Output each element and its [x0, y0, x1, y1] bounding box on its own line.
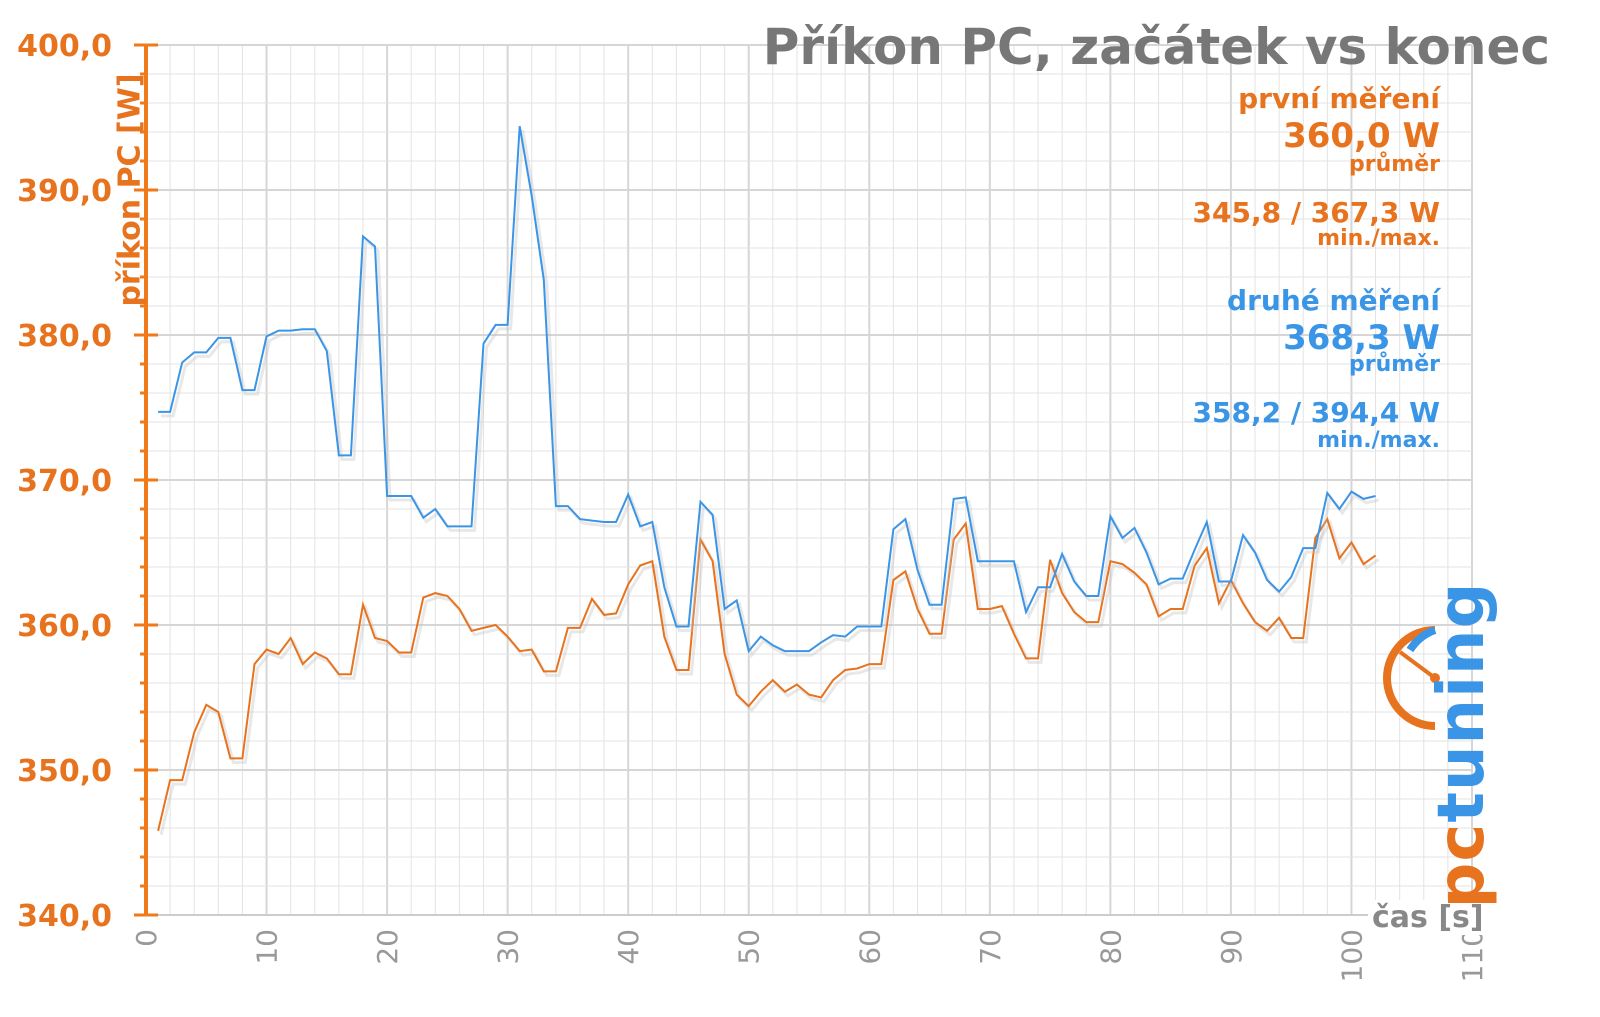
- y-tick-label: 390,0: [17, 174, 112, 209]
- y-tick-labels: 340,0 350,0 360,0 370,0 380,0 390,0 400,0: [17, 29, 112, 934]
- grid: [146, 44, 1473, 915]
- x-tick-label: 90: [1215, 929, 1248, 965]
- second-range-value: 358,2 / 394,4 W: [1192, 396, 1441, 429]
- y-tick-label: 350,0: [17, 754, 112, 789]
- y-axis-label: příkon PC [W]: [112, 73, 148, 307]
- x-tick-label: 80: [1094, 929, 1127, 965]
- axes: [134, 43, 1472, 917]
- x-tick-label: 60: [853, 929, 886, 965]
- first-range-label: min./max.: [1317, 226, 1440, 251]
- series-lines: [157, 126, 1380, 836]
- first-measurement-label: první měření: [1238, 82, 1440, 115]
- gauge-icon: [1383, 626, 1440, 730]
- second-average-value: 368,3 W: [1283, 318, 1440, 358]
- x-tick-label: 70: [974, 929, 1007, 965]
- logo-text: pctuning: [1425, 582, 1499, 909]
- first-average-value: 360,0 W: [1283, 116, 1440, 156]
- x-axis-label: čas [s]: [1368, 900, 1488, 935]
- y-tick-label: 340,0: [17, 899, 112, 934]
- first-range-value: 345,8 / 367,3 W: [1192, 196, 1441, 229]
- x-tick-label: 30: [492, 929, 525, 965]
- first-average-label: průměr: [1349, 152, 1440, 177]
- second-measurement-label: druhé měření: [1227, 284, 1440, 317]
- logo-text-pc: pc: [1425, 822, 1499, 909]
- x-tick-label: 100: [1335, 929, 1368, 982]
- chart-title: Příkon PC, začátek vs konec: [762, 18, 1550, 76]
- series-shadow: [159, 519, 1380, 836]
- second-range-label: min./max.: [1317, 428, 1440, 453]
- logo-text-tuning: tuning: [1425, 581, 1499, 823]
- x-tick-label: 0: [130, 929, 163, 947]
- y-tick-label: 360,0: [17, 609, 112, 644]
- x-tick-label: 10: [251, 929, 284, 965]
- y-tick-label: 370,0: [17, 464, 112, 499]
- x-tick-labels: 0 10 20 30 40 50 60 70 80 90 100 110: [130, 929, 1489, 982]
- x-tick-label: 20: [371, 929, 404, 965]
- y-tick-label: 400,0: [17, 29, 112, 64]
- x-tick-label: 50: [733, 929, 766, 965]
- y-tick-label: 380,0: [17, 319, 112, 354]
- x-tick-label: 40: [612, 929, 645, 965]
- series-line-2: [158, 126, 1376, 654]
- series-shadow: [161, 129, 1379, 659]
- second-average-label: průměr: [1349, 352, 1440, 377]
- series-line-1: [157, 516, 1377, 832]
- x-tick-label: 110: [1456, 929, 1489, 982]
